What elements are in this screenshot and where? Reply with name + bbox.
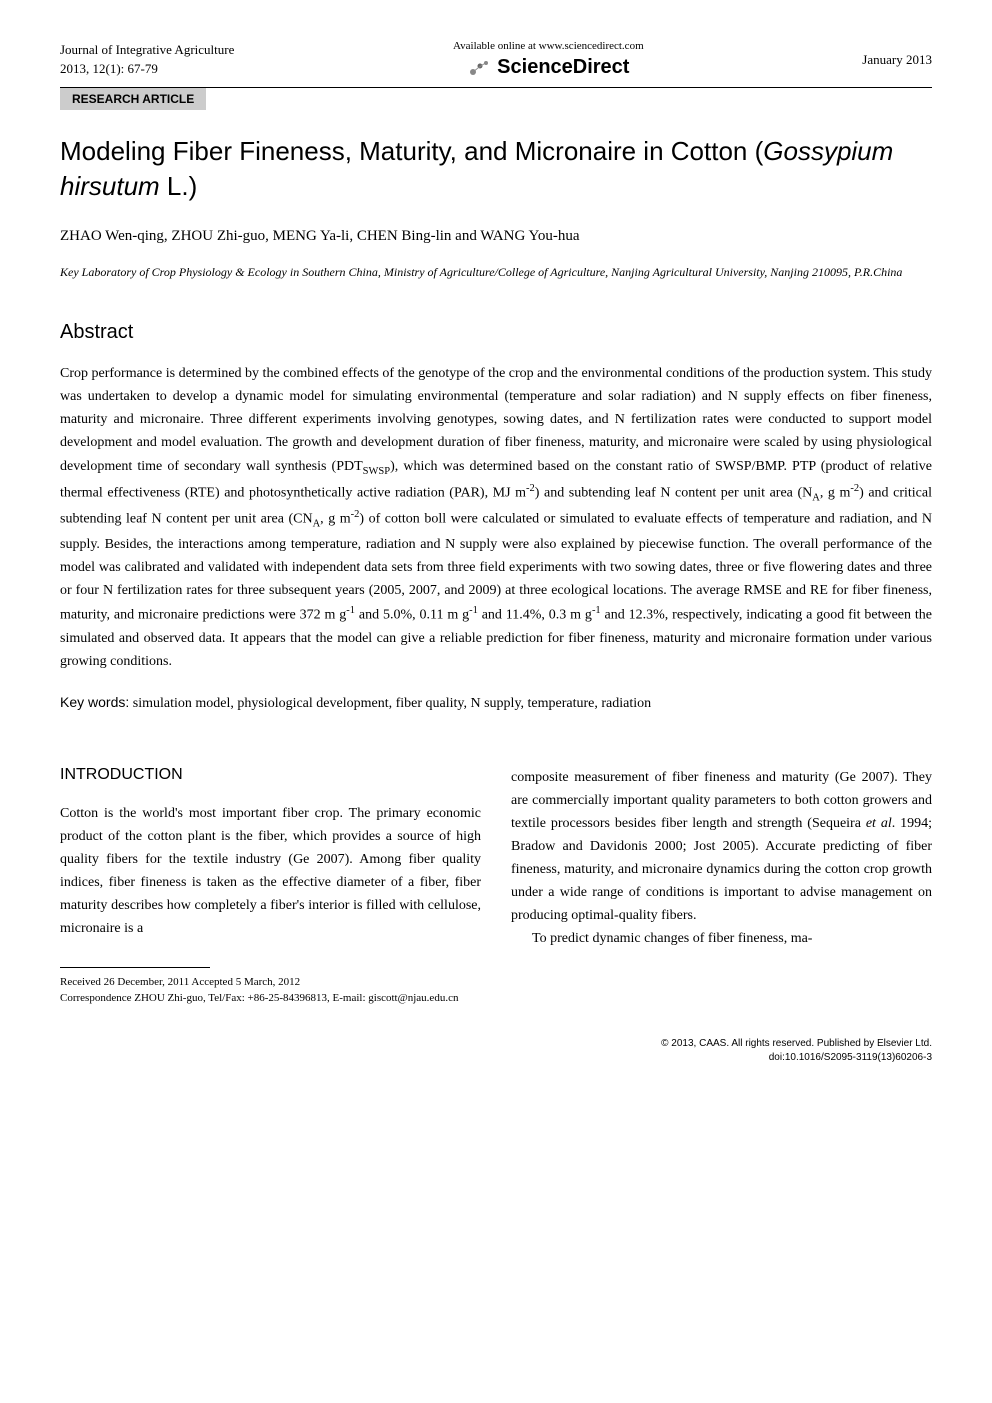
journal-info: Journal of Integrative Agriculture 2013,… [60, 41, 234, 77]
intro-left-text: Cotton is the world's most important fib… [60, 802, 481, 941]
intro-right-p2-text: To predict dynamic changes of fiber fine… [511, 927, 932, 950]
sciencedirect-logo: ScienceDirect [453, 56, 644, 79]
copyright: © 2013, CAAS. All rights reserved. Publi… [661, 1037, 932, 1051]
footnote-divider [60, 967, 210, 968]
publication-date: January 2013 [862, 52, 932, 68]
doi: doi:10.1016/S2095-3119(13)60206-3 [661, 1051, 932, 1065]
sciencedirect-brand: ScienceDirect [497, 56, 629, 79]
article-title: Modeling Fiber Fineness, Maturity, and M… [60, 134, 932, 204]
authors: ZHAO Wen-qing, ZHOU Zhi-guo, MENG Ya-li,… [60, 228, 932, 245]
two-column-layout: INTRODUCTION Cotton is the world's most … [60, 766, 932, 951]
footnote-received: Received 26 December, 2011 Accepted 5 Ma… [60, 974, 932, 991]
affiliation: Key Laboratory of Crop Physiology & Ecol… [60, 263, 932, 281]
footer-box: © 2013, CAAS. All rights reserved. Publi… [661, 1037, 932, 1065]
sciencedirect-icon [467, 58, 491, 78]
left-column: INTRODUCTION Cotton is the world's most … [60, 766, 481, 951]
research-article-badge: RESEARCH ARTICLE [60, 88, 206, 110]
keywords-text: simulation model, physiological developm… [129, 696, 651, 711]
intro-right-p2: To predict dynamic changes of fiber fine… [511, 927, 932, 950]
keywords-label: Key words: [60, 694, 129, 710]
header-row: Journal of Integrative Agriculture 2013,… [60, 40, 932, 79]
volume-info: 2013, 12(1): 67-79 [60, 60, 234, 78]
available-text: Available online at www.sciencedirect.co… [453, 40, 644, 52]
abstract-text: Crop performance is determined by the co… [60, 362, 932, 673]
footnote-correspondence: Correspondence ZHOU Zhi-guo, Tel/Fax: +8… [60, 990, 932, 1007]
journal-name: Journal of Integrative Agriculture [60, 41, 234, 59]
title-part1: Modeling Fiber Fineness, Maturity, and M… [60, 136, 763, 166]
introduction-heading: INTRODUCTION [60, 766, 481, 784]
footer: © 2013, CAAS. All rights reserved. Publi… [60, 1037, 932, 1065]
abstract-heading: Abstract [60, 321, 932, 344]
right-column: composite measurement of fiber fineness … [511, 766, 932, 951]
title-part2: L.) [160, 171, 198, 201]
intro-right-p1: composite measurement of fiber fineness … [511, 766, 932, 928]
sciencedirect-block: Available online at www.sciencedirect.co… [453, 40, 644, 79]
keywords: Key words: simulation model, physiologic… [60, 691, 932, 715]
